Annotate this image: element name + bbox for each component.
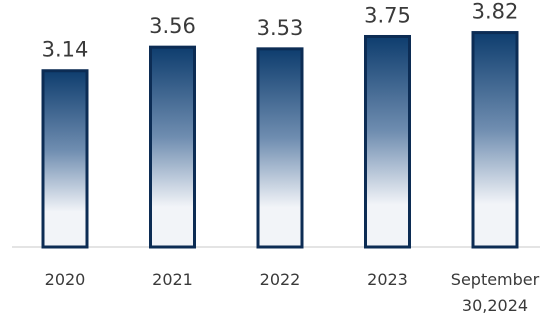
data-label-5: 3.82 <box>472 0 519 24</box>
data-label-4: 3.75 <box>364 3 411 27</box>
bar-2 <box>149 45 196 249</box>
data-label-2: 3.56 <box>149 14 196 38</box>
bar-5 <box>471 31 519 249</box>
x-tick-label-5: September 30,2024 <box>451 270 540 315</box>
x-tick-label-3: 2022 <box>260 270 301 289</box>
bar-3 <box>256 47 304 249</box>
x-tick-label-2: 2021 <box>152 270 193 289</box>
x-tick-labels-group: 2020 2021 2022 2023 September 30,2024 <box>45 270 540 315</box>
bar-4 <box>364 34 411 249</box>
bars-group <box>41 31 519 249</box>
bar-1 <box>41 69 89 249</box>
data-labels-group: 3.14 3.56 3.53 3.75 3.82 <box>42 0 519 62</box>
x-tick-label-1: 2020 <box>45 270 86 289</box>
data-label-1: 3.14 <box>42 38 89 62</box>
data-label-3: 3.53 <box>257 16 304 40</box>
x-tick-label-4: 2023 <box>367 270 408 289</box>
